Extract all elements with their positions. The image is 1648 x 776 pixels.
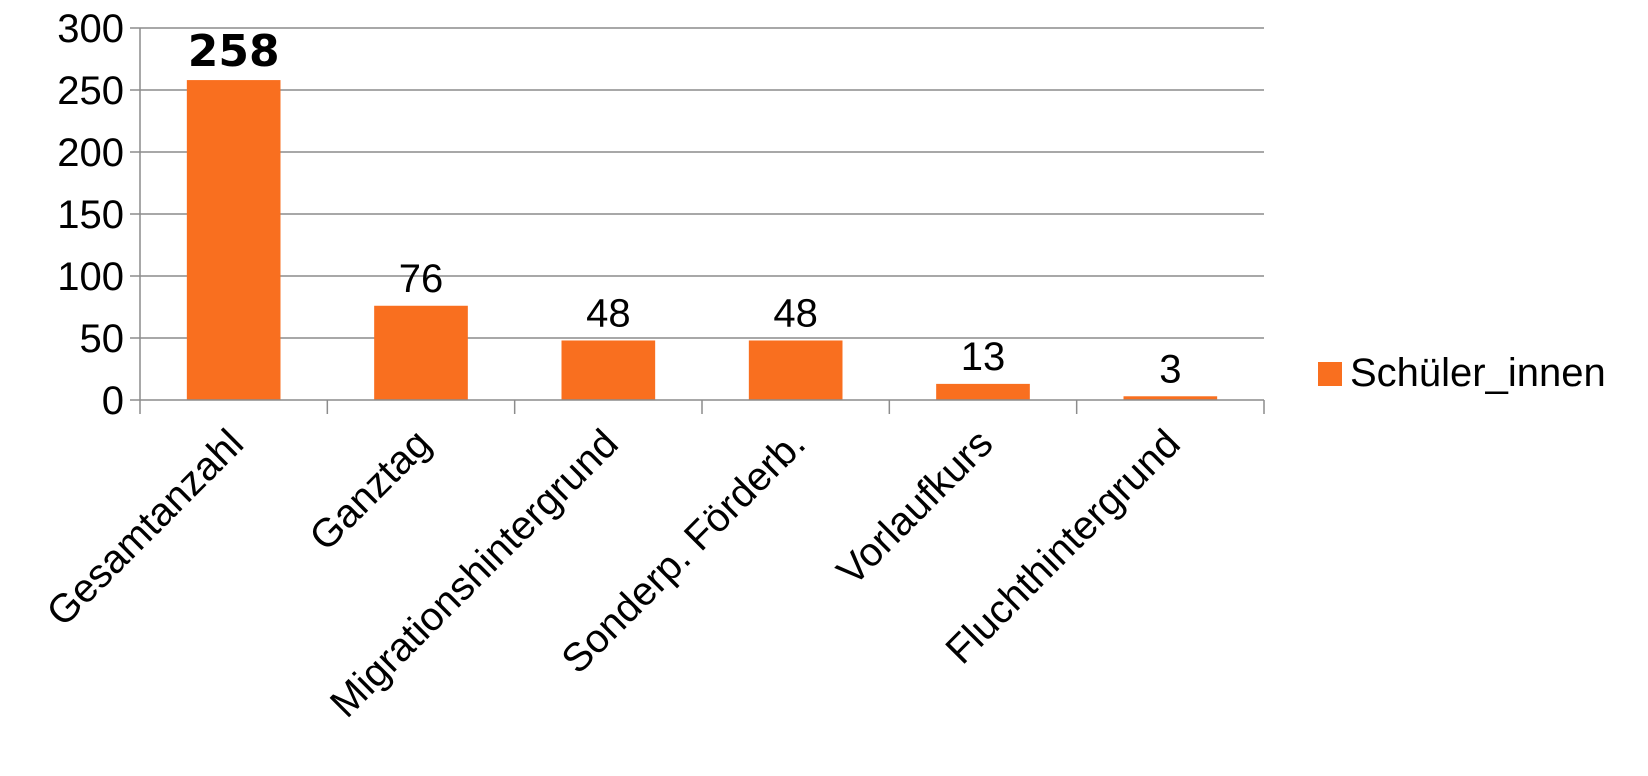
y-tick-label: 200 xyxy=(57,131,124,175)
x-tick-label: Gesamtanzahl xyxy=(39,421,252,634)
bar-vorlaufkurs xyxy=(936,383,1030,400)
bar-sonderp-förderb- xyxy=(748,340,843,400)
legend-swatch xyxy=(1318,362,1342,386)
data-label: 13 xyxy=(961,335,1006,379)
bar-fluchthintergrund xyxy=(1123,396,1218,400)
y-tick-label: 150 xyxy=(57,193,124,237)
data-label: 48 xyxy=(773,291,818,335)
x-tick-label: Vorlaufkurs xyxy=(829,421,1002,594)
y-tick-label: 100 xyxy=(57,255,124,299)
data-label: 3 xyxy=(1159,347,1181,391)
y-tick-label: 50 xyxy=(80,317,125,361)
bars xyxy=(186,80,1218,400)
legend: Schüler_innen xyxy=(1318,351,1606,395)
bar-migrationshintergrund xyxy=(561,340,656,400)
bar-ganztag xyxy=(374,305,468,400)
gridlines xyxy=(140,27,1264,339)
y-tick-label: 250 xyxy=(57,69,124,113)
data-label: 48 xyxy=(586,291,631,335)
x-tick-label: Ganztag xyxy=(301,421,439,559)
legend-label: Schüler_innen xyxy=(1350,351,1606,395)
data-label: 258 xyxy=(188,26,280,77)
y-tick-label: 0 xyxy=(102,379,124,423)
y-tick-label: 300 xyxy=(57,7,124,51)
bar-gesamtanzahl xyxy=(186,80,281,400)
data-label: 76 xyxy=(399,257,444,301)
data-labels: 258 76 48 48 13 3 xyxy=(188,26,1182,391)
